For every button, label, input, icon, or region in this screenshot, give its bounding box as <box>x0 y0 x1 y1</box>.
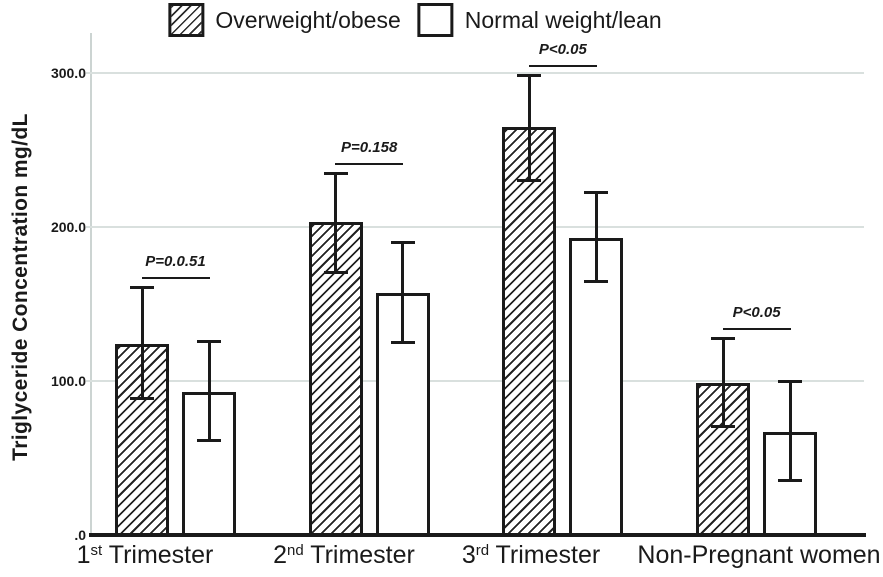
y-tick-label: 200.0 <box>50 219 86 235</box>
bar-overweight-group3 <box>502 126 557 537</box>
error-bar-line <box>207 340 211 442</box>
error-bar-cap-bottom <box>390 340 415 344</box>
white-swatch-icon <box>417 3 454 37</box>
error-bar-cap-top <box>130 286 154 290</box>
p-value-label: P<0.05 <box>538 40 587 58</box>
bar-overweight-group2 <box>308 222 363 537</box>
error-bar-line <box>140 287 144 400</box>
x-axis-line <box>89 533 866 537</box>
p-value-underline <box>528 64 597 67</box>
gridline-100 <box>86 380 864 382</box>
legend-label-normal-weight-lean: Normal weight/lean <box>464 6 662 33</box>
x-tick-label: 1st Trimester <box>76 541 214 569</box>
x-tick-label: 3rd Trimester <box>461 541 601 569</box>
error-bar-cap-top <box>323 172 348 176</box>
p-value-underline <box>141 277 210 280</box>
error-bar-line <box>334 173 338 274</box>
error-bar-line <box>401 242 405 343</box>
error-bar-cap-bottom <box>778 479 803 483</box>
ordinal-suffix: st <box>90 542 103 559</box>
error-bar-line <box>594 191 598 283</box>
p-value-label: P=0.158 <box>341 139 398 157</box>
error-bar-cap-top <box>584 190 609 194</box>
error-bar-cap-top <box>711 336 736 340</box>
x-tick-label: 2nd Trimester <box>273 541 415 569</box>
error-bar-cap-bottom <box>584 280 609 284</box>
ordinal-suffix: rd <box>475 542 490 559</box>
error-bar-line <box>527 74 531 181</box>
error-bar-line <box>788 381 792 482</box>
error-bar-cap-top <box>778 380 803 383</box>
ordinal-suffix: nd <box>287 542 304 559</box>
y-tick-label: .0 <box>74 527 86 543</box>
y-axis-line <box>90 33 92 535</box>
error-bar-cap-bottom <box>711 425 736 429</box>
error-bar-cap-bottom <box>517 178 542 182</box>
y-tick-label: 300.0 <box>50 65 86 81</box>
error-bar-cap-top <box>197 339 221 343</box>
p-value-label: P<0.05 <box>732 303 781 321</box>
error-bar-cap-bottom <box>197 439 221 443</box>
p-value-underline <box>335 163 404 166</box>
error-bar-cap-top <box>390 241 415 245</box>
error-bar-cap-bottom <box>130 397 154 401</box>
gridline-200 <box>86 226 864 228</box>
p-value-underline <box>722 327 791 330</box>
y-tick-label: 100.0 <box>50 373 86 389</box>
error-bar-cap-top <box>517 73 542 77</box>
p-value-label: P=0.0.51 <box>145 253 206 271</box>
bar-normal-group3 <box>569 237 624 537</box>
gridline-300 <box>86 72 864 74</box>
legend-item-normal-weight-lean: Normal weight/lean <box>417 3 662 37</box>
bar-normal-group1 <box>182 391 236 537</box>
chart-legend: Overweight/obese Normal weight/lean <box>168 3 662 37</box>
error-bar-line <box>721 337 725 428</box>
error-bar-cap-bottom <box>323 271 348 275</box>
x-tick-label: Non-Pregnant women <box>637 541 881 569</box>
legend-label-overweight-obese: Overweight/obese <box>215 6 401 33</box>
hatched-swatch-icon <box>168 3 205 37</box>
legend-item-overweight-obese: Overweight/obese <box>168 3 401 37</box>
bar-overweight-group4 <box>696 382 751 537</box>
